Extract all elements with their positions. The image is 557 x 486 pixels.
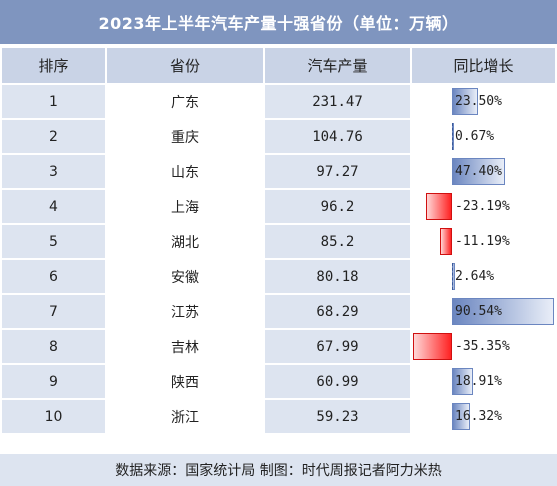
growth-label: -35.35% — [455, 339, 510, 354]
chart-title: 2023年上半年汽车产量十强省份（单位：万辆） — [0, 0, 557, 44]
province-cell: 安徽 — [107, 260, 263, 293]
rank-cell: 3 — [2, 155, 105, 188]
province-cell: 山东 — [107, 155, 263, 188]
growth-label: 47.40% — [455, 164, 502, 179]
header-row: 排序 省份 汽车产量 同比增长 — [2, 48, 555, 83]
output-cell: 60.99 — [265, 365, 410, 398]
output-cell: 67.99 — [265, 330, 410, 363]
rank-cell: 2 — [2, 120, 105, 153]
table-row: 7 江苏 68.29 90.54% — [2, 295, 555, 328]
table-row: 3 山东 97.27 47.40% — [2, 155, 555, 188]
growth-bar-negative — [439, 228, 452, 255]
growth-label: 16.32% — [455, 409, 502, 424]
growth-cell: 2.64% — [412, 260, 555, 293]
rank-cell: 6 — [2, 260, 105, 293]
rank-cell: 1 — [2, 85, 105, 118]
growth-bar-area: -35.35% — [412, 330, 555, 363]
province-cell: 江苏 — [107, 295, 263, 328]
growth-bar-area: 0.67% — [412, 120, 555, 153]
header-rank: 排序 — [2, 48, 105, 83]
growth-bar-positive — [452, 298, 554, 325]
growth-cell: 16.32% — [412, 400, 555, 433]
growth-cell: 23.50% — [412, 85, 555, 118]
header-province: 省份 — [107, 48, 263, 83]
table-row: 1 广东 231.47 23.50% — [2, 85, 555, 118]
growth-label: 90.54% — [455, 304, 502, 319]
province-cell: 吉林 — [107, 330, 263, 363]
growth-bar-area: 47.40% — [412, 155, 555, 188]
province-cell: 陕西 — [107, 365, 263, 398]
growth-bar-area: 2.64% — [412, 260, 555, 293]
data-table: 排序 省份 汽车产量 同比增长 1 广东 231.47 23.50% 2 重庆 104.76… — [0, 46, 557, 435]
growth-label: 23.50% — [455, 94, 502, 109]
growth-cell: 90.54% — [412, 295, 555, 328]
output-cell: 231.47 — [265, 85, 410, 118]
growth-cell: 47.40% — [412, 155, 555, 188]
growth-bar-positive — [452, 368, 474, 395]
table-row: 6 安徽 80.18 2.64% — [2, 260, 555, 293]
header-output: 汽车产量 — [265, 48, 410, 83]
growth-zero-axis — [452, 263, 453, 290]
growth-zero-axis — [452, 123, 453, 150]
growth-cell: -35.35% — [412, 330, 555, 363]
growth-bar-area: 16.32% — [412, 400, 555, 433]
province-cell: 湖北 — [107, 225, 263, 258]
rank-cell: 8 — [2, 330, 105, 363]
growth-label: -11.19% — [455, 234, 510, 249]
growth-bar-area: -11.19% — [412, 225, 555, 258]
output-cell: 85.2 — [265, 225, 410, 258]
rank-cell: 5 — [2, 225, 105, 258]
table-row: 5 湖北 85.2 -11.19% — [2, 225, 555, 258]
growth-label: 2.64% — [455, 269, 495, 284]
province-cell: 上海 — [107, 190, 263, 223]
table-row: 8 吉林 67.99 -35.35% — [2, 330, 555, 363]
growth-bar-positive — [452, 403, 471, 430]
rank-cell: 7 — [2, 295, 105, 328]
growth-cell: -11.19% — [412, 225, 555, 258]
growth-cell: -23.19% — [412, 190, 555, 223]
output-cell: 80.18 — [265, 260, 410, 293]
output-cell: 96.2 — [265, 190, 410, 223]
growth-cell: 0.67% — [412, 120, 555, 153]
output-cell: 68.29 — [265, 295, 410, 328]
output-cell: 104.76 — [265, 120, 410, 153]
growth-bar-area: 23.50% — [412, 85, 555, 118]
rank-cell: 4 — [2, 190, 105, 223]
table-row: 9 陕西 60.99 18.91% — [2, 365, 555, 398]
source-footer: 数据来源：国家统计局 制图：时代周报记者阿力米热 — [0, 454, 557, 486]
growth-label: -23.19% — [455, 199, 510, 214]
table-row: 2 重庆 104.76 0.67% — [2, 120, 555, 153]
output-cell: 59.23 — [265, 400, 410, 433]
growth-label: 18.91% — [455, 374, 502, 389]
growth-bar-area: 90.54% — [412, 295, 555, 328]
growth-cell: 18.91% — [412, 365, 555, 398]
rank-cell: 9 — [2, 365, 105, 398]
growth-bar-positive — [452, 88, 479, 115]
growth-bar-area: 18.91% — [412, 365, 555, 398]
growth-bar-area: -23.19% — [412, 190, 555, 223]
table-row: 4 上海 96.2 -23.19% — [2, 190, 555, 223]
province-cell: 浙江 — [107, 400, 263, 433]
output-cell: 97.27 — [265, 155, 410, 188]
province-cell: 重庆 — [107, 120, 263, 153]
growth-label: 0.67% — [455, 129, 495, 144]
growth-bar-positive — [452, 158, 506, 185]
table-row: 10 浙江 59.23 16.32% — [2, 400, 555, 433]
growth-bar-negative — [413, 333, 452, 360]
header-growth: 同比增长 — [412, 48, 555, 83]
table-body: 1 广东 231.47 23.50% 2 重庆 104.76 0.67% 3 山东 97.27 47.… — [2, 85, 555, 433]
province-cell: 广东 — [107, 85, 263, 118]
growth-bar-negative — [426, 193, 452, 220]
rank-cell: 10 — [2, 400, 105, 433]
